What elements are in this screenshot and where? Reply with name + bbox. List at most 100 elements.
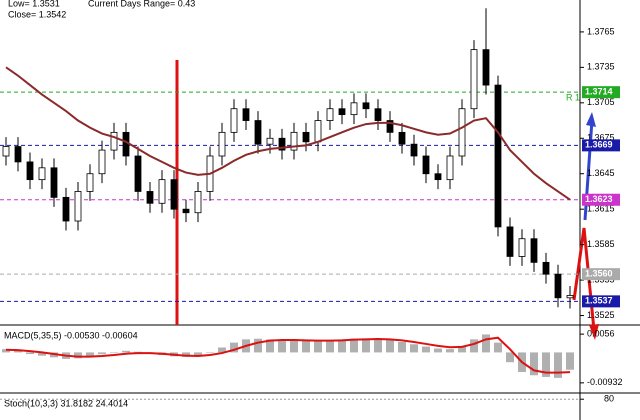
macd-bar (434, 348, 442, 353)
y-tick-label: 1.3765 (587, 26, 615, 36)
level-label: 1.3537 (585, 296, 613, 306)
macd-bar (254, 338, 262, 353)
y-tick-label: 1.3645 (587, 168, 615, 178)
y-tick-label: 1.3525 (587, 310, 615, 320)
candle-body (38, 167, 46, 181)
level-box (582, 268, 620, 281)
macd-bar (314, 340, 322, 353)
info-close: Close= 1.3542 (8, 9, 66, 19)
macd-bar (326, 340, 334, 353)
macd-bar (458, 345, 466, 353)
candle-body (170, 179, 178, 210)
macd-bar (122, 350, 130, 353)
candle-body (146, 191, 154, 204)
candle-body (182, 208, 190, 214)
macd-bar (266, 339, 274, 353)
macd-bar (494, 342, 502, 353)
macd-bar (410, 344, 418, 353)
macd-bar (278, 340, 286, 353)
macd-bar (398, 341, 406, 353)
candle-body (410, 143, 418, 157)
y-tick-label: 1.3585 (587, 239, 615, 249)
candle-body (326, 108, 334, 121)
macd-bar (194, 352, 202, 356)
macd-bar (26, 352, 34, 355)
level-box (582, 86, 620, 99)
candle-body (422, 155, 430, 175)
candle-body (398, 131, 406, 145)
candle-body (2, 146, 10, 157)
macd-bar (542, 352, 550, 377)
candle-body (470, 49, 478, 110)
candle-body (302, 131, 310, 143)
macd-bar (482, 334, 490, 353)
candle-body (434, 173, 442, 181)
candle-body (386, 120, 394, 133)
info-range: Current Days Range= 0.43 (88, 0, 195, 8)
candle-body (254, 120, 262, 145)
candle-body (218, 131, 226, 157)
candle-body (242, 108, 250, 121)
level-label: 1.3714 (585, 87, 613, 97)
y-tick-label: 1.3735 (587, 62, 615, 72)
arrow-head (589, 324, 599, 340)
candle-body (482, 49, 490, 86)
candle-body (230, 108, 238, 133)
candle-body (554, 273, 562, 299)
macd-bar (218, 347, 226, 353)
y-tick-label: 80 (604, 394, 614, 404)
level-label: 1.3623 (585, 194, 613, 204)
macd-bar (38, 352, 46, 356)
candle-body (338, 108, 346, 116)
level-box (582, 295, 620, 308)
level-note: R 1 (566, 93, 580, 103)
macd-bar (338, 339, 346, 353)
candle-body (350, 102, 358, 116)
candle-body (98, 149, 106, 175)
candle-body (74, 191, 82, 222)
candle-body (362, 102, 370, 110)
candle-body (542, 261, 550, 275)
y-tick-label: 1.3675 (587, 133, 615, 143)
macd-bar (362, 338, 370, 353)
candle-body (26, 161, 34, 181)
y-tick-label: -0.00932 (587, 377, 623, 387)
candle-body (86, 173, 94, 192)
macd-bar (506, 352, 514, 363)
candle-body (314, 120, 322, 143)
macd-bar (530, 352, 538, 376)
level-box (582, 139, 620, 152)
macd-bar (446, 349, 454, 353)
level-box (582, 193, 620, 206)
macd-bar (350, 338, 358, 353)
macd-bar (206, 352, 214, 353)
arrow-head (586, 112, 596, 127)
y-tick-label: 1.3705 (587, 97, 615, 107)
macd-bar (86, 352, 94, 357)
candle-body (14, 146, 22, 163)
level-label: 1.3669 (585, 140, 613, 150)
candle-body (290, 131, 298, 151)
y-tick-label: 1.3615 (587, 204, 615, 214)
candle-body (158, 179, 166, 204)
candle-body (110, 131, 118, 151)
info-low: Low= 1.3531 (8, 0, 60, 8)
candle-body (518, 238, 526, 257)
macd-bar (302, 340, 310, 353)
candle-body (266, 137, 274, 145)
macd-title: MACD(5,35,5) -0.00530 -0.00604 (4, 330, 138, 340)
candle-body (134, 155, 142, 192)
macd-bar (74, 352, 82, 359)
candle-body (506, 226, 514, 257)
level-label: 1.3560 (585, 269, 613, 279)
candle-body (278, 137, 286, 151)
macd-bar (230, 342, 238, 353)
candle-body (50, 167, 58, 198)
candle-body (62, 196, 70, 222)
macd-bar (386, 340, 394, 353)
macd-bar (374, 338, 382, 353)
macd-bar (422, 346, 430, 353)
candle-body (458, 108, 466, 157)
macd-bar (554, 352, 562, 378)
